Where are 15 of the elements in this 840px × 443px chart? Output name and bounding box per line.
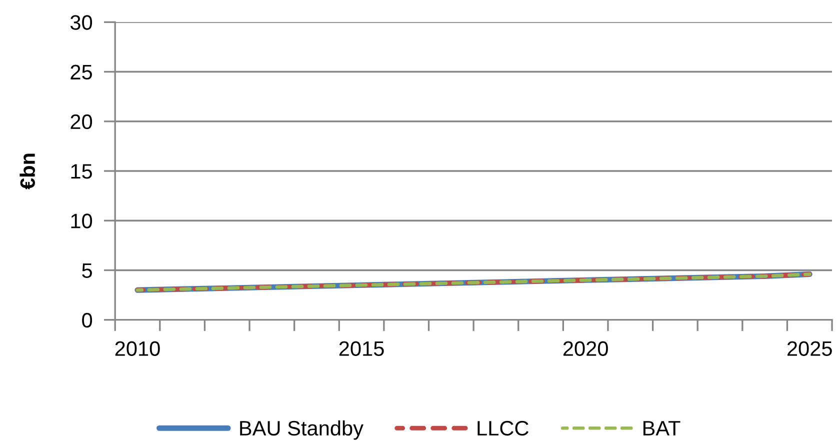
legend-label: LLCC <box>478 420 528 436</box>
y-axis-title: €bn <box>20 154 36 190</box>
x-tick-label: 2025 <box>787 341 832 356</box>
x-tick-label: 2015 <box>339 341 384 356</box>
y-tick-label: 25 <box>70 64 92 80</box>
y-tick-label: 15 <box>71 164 92 179</box>
y-tick-label: 5 <box>82 263 92 278</box>
y-tick-label: 10 <box>71 214 92 228</box>
y-tick-label: 30 <box>70 15 92 30</box>
legend-label: BAT <box>643 421 680 436</box>
y-tick-label: 20 <box>70 114 92 130</box>
legend-label: BAU Standby <box>240 420 364 440</box>
x-tick-label: 2020 <box>563 341 608 356</box>
x-tick-label: 2010 <box>115 341 160 356</box>
y-tick-label: 0 <box>82 312 92 328</box>
